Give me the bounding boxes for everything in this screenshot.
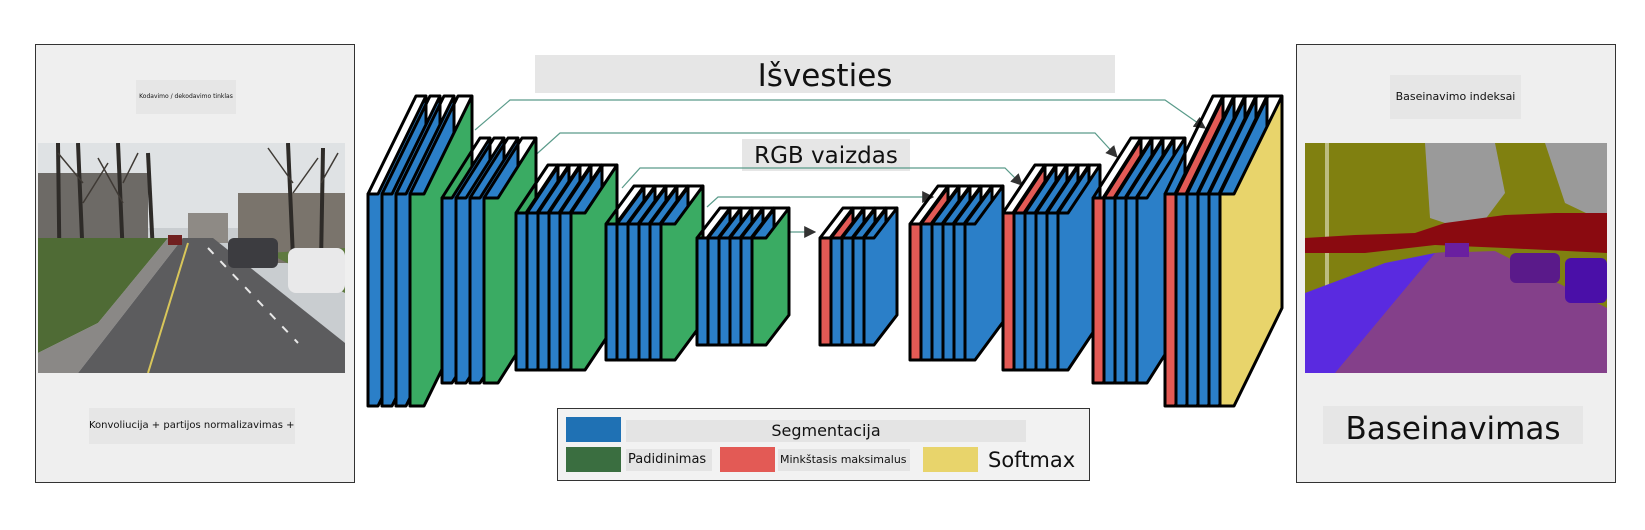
input-panel-caption-top: Kodavimo / dekodavimo tinklas: [136, 80, 236, 114]
layer-block-4: [604, 184, 705, 362]
legend-swatch-softmax-red: [720, 447, 775, 472]
output-label: Išvesties: [535, 55, 1115, 93]
legend-swatch-upsampling: [566, 447, 621, 472]
input-label: RGB vaizdas: [742, 139, 910, 171]
legend-label-segmentation: Segmentacija: [626, 420, 1026, 442]
layer-block-3: [514, 163, 619, 372]
input-panel-caption-bottom: Konvoliucija + partijos normalizavimas +…: [89, 408, 295, 444]
layer-block-5: [695, 206, 791, 347]
legend-label-softmax: Softmax: [988, 448, 1076, 472]
layer-slab-up: [750, 206, 791, 347]
legend-label-softmax-max: Minkštasis maksimalus: [778, 449, 910, 471]
layer-block-10: [1163, 94, 1284, 408]
layer-slab-conv: [862, 206, 899, 347]
legend: Segmentacija Padidinimas Minkštasis maks…: [557, 408, 1090, 481]
skip-connections: [474, 99, 1206, 238]
layer-block-2: [440, 136, 538, 385]
segmentation-map: [1305, 143, 1607, 373]
skip-connection-arrow-3: [621, 167, 1023, 189]
layer-block-9: [1091, 136, 1187, 385]
layer-block-7: [908, 184, 1005, 362]
street-photo: [38, 143, 345, 373]
skip-connection-arrow-4: [706, 191, 935, 208]
layer-block-8: [1001, 163, 1102, 372]
legend-label-upsampling: Padidinimas: [626, 449, 712, 471]
output-panel-caption-bottom: Baseinavimas: [1323, 406, 1583, 444]
layer-block-6: [818, 206, 899, 347]
layer-slab-yellow: [1218, 94, 1284, 408]
skip-connection-arrow-2: [529, 132, 1118, 161]
skip-connection-arrow-1: [474, 99, 1206, 131]
legend-swatch-softmax-yellow: [923, 447, 978, 472]
network-layers: [366, 94, 1284, 408]
legend-swatch-segmentation: [566, 417, 621, 442]
output-panel-caption-top: Baseinavimo indeksai: [1390, 75, 1521, 119]
